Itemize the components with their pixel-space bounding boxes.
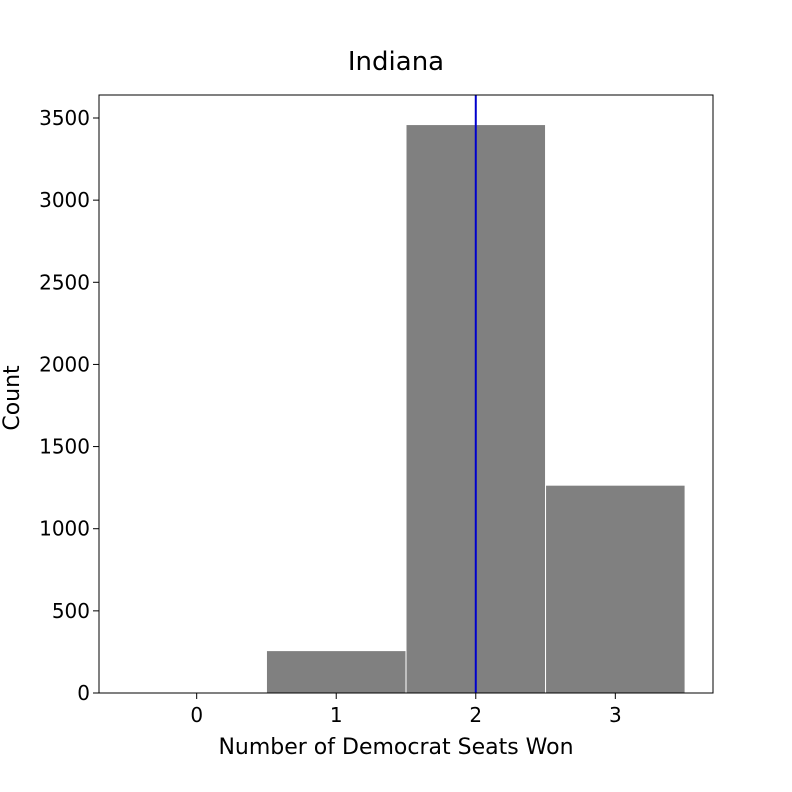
x-axis-label: Number of Democrat Seats Won — [218, 735, 573, 760]
bar-1 — [265, 650, 407, 694]
y-tick-label: 2000 — [39, 352, 90, 376]
y-axis-label: Count — [0, 365, 25, 431]
y-tick-label: 3000 — [39, 188, 90, 212]
x-tick-label: 0 — [190, 703, 203, 727]
y-tick-label: 0 — [77, 681, 90, 705]
chart-title: Indiana — [348, 47, 444, 77]
y-tick-label: 1500 — [39, 435, 90, 459]
x-axis-ticks: 0 1 2 3 — [190, 693, 622, 727]
y-tick-label: 500 — [52, 599, 90, 623]
x-tick-label: 1 — [330, 703, 343, 727]
y-axis-ticks: 0 500 1000 1500 2000 2500 3000 3500 — [39, 106, 99, 705]
plot-frame — [98, 94, 714, 694]
x-tick-label: 3 — [609, 703, 622, 727]
y-tick-label: 2500 — [39, 270, 90, 294]
y-tick-label: 1000 — [39, 517, 90, 541]
y-tick-label: 3500 — [39, 106, 90, 130]
x-tick-label: 2 — [469, 703, 482, 727]
bar-3 — [545, 484, 686, 694]
